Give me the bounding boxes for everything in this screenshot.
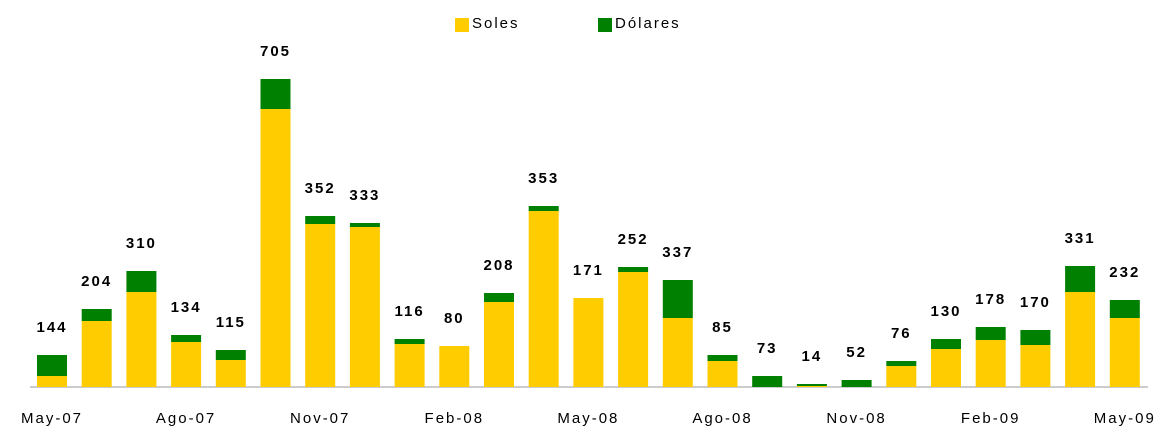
bar-label: 208 (483, 257, 514, 274)
bar-segment (662, 318, 693, 387)
legend-label: Soles (472, 15, 520, 32)
bar-segment (37, 376, 67, 387)
bar-segment (1109, 318, 1140, 387)
x-tick-label: Ago-08 (692, 410, 752, 427)
bar-label: 170 (1020, 294, 1051, 311)
bar-label: 353 (528, 170, 559, 187)
bar-segment (975, 340, 1006, 387)
bar-segment (1065, 266, 1096, 292)
bar-label: 352 (305, 180, 336, 197)
bar-label: 178 (975, 291, 1006, 308)
x-tick-label: Nov-07 (290, 410, 350, 427)
bar-label: 52 (846, 344, 867, 361)
bar-segment (752, 376, 783, 387)
bar-label: 252 (618, 231, 649, 248)
bar-label: 130 (930, 303, 961, 320)
bar-label: 134 (171, 299, 202, 316)
bar-segment (618, 267, 649, 272)
bar-segment (171, 342, 202, 387)
bar-segment (796, 384, 827, 386)
bar-segment (662, 280, 693, 318)
bar-segment (394, 344, 425, 387)
legend-swatch (598, 18, 612, 32)
bar-segment (126, 271, 157, 292)
bar-label: 76 (891, 325, 912, 342)
bar-label: 144 (36, 319, 67, 336)
bar-segment (260, 79, 291, 109)
bar-segment (1020, 330, 1051, 345)
bar-segment (796, 386, 827, 387)
bar-label: 232 (1109, 264, 1140, 281)
bar-label: 705 (260, 43, 291, 60)
bar-segment (484, 302, 514, 387)
bar-label: 73 (757, 340, 778, 357)
bar-segment (573, 298, 604, 387)
bar-segment (618, 272, 649, 387)
x-tick-label: May-08 (557, 410, 619, 427)
x-tick-label: Nov-08 (826, 410, 886, 427)
x-tick-label: Feb-09 (961, 410, 1021, 427)
bar-segment (528, 206, 559, 211)
legend-swatch (455, 18, 469, 32)
bar-label: 171 (573, 262, 604, 279)
bar-segment (439, 346, 470, 387)
bar-segment (215, 360, 246, 387)
bar-segment (931, 349, 961, 387)
bar-label: 85 (712, 319, 733, 336)
bar-segment (37, 355, 67, 376)
bar-segment (1020, 345, 1051, 387)
bar-segment (171, 335, 202, 342)
bar-label: 333 (349, 187, 380, 204)
bar-segment (215, 350, 246, 360)
bar-label: 80 (444, 310, 465, 327)
bar-segment (1109, 300, 1140, 318)
x-tick-label: May-09 (1094, 410, 1156, 427)
bar-segment (81, 321, 112, 387)
bar-segment (975, 327, 1006, 340)
bar-segment (349, 223, 380, 227)
bar-segment (126, 292, 157, 387)
bar-segment (1065, 292, 1096, 387)
bar-label: 116 (394, 303, 424, 320)
bar-segment (886, 366, 917, 387)
legend-label: Dólares (615, 15, 681, 32)
bar-segment (394, 339, 425, 344)
bar-label: 204 (81, 273, 112, 290)
x-tick-label: Feb-08 (425, 410, 485, 427)
bar-label: 331 (1065, 230, 1096, 247)
bar-label: 14 (802, 348, 823, 365)
x-tick-label: May-07 (21, 410, 83, 427)
bar-segment (81, 309, 112, 321)
bar-label: 337 (662, 244, 693, 261)
bar-segment (886, 361, 917, 366)
bar-segment (528, 211, 559, 387)
bar-segment (707, 355, 738, 361)
bar-segment (841, 380, 872, 387)
bar-segment (349, 227, 380, 387)
bar-segment (707, 361, 738, 387)
x-tick-label: Ago-07 (156, 410, 216, 427)
bar-label: 310 (126, 235, 157, 252)
bar-segment (260, 109, 291, 387)
bar-segment (305, 224, 336, 387)
bar-segment (305, 216, 336, 224)
bar-segment (931, 339, 961, 349)
bar-segment (484, 293, 514, 302)
bar-label: 115 (216, 314, 246, 331)
